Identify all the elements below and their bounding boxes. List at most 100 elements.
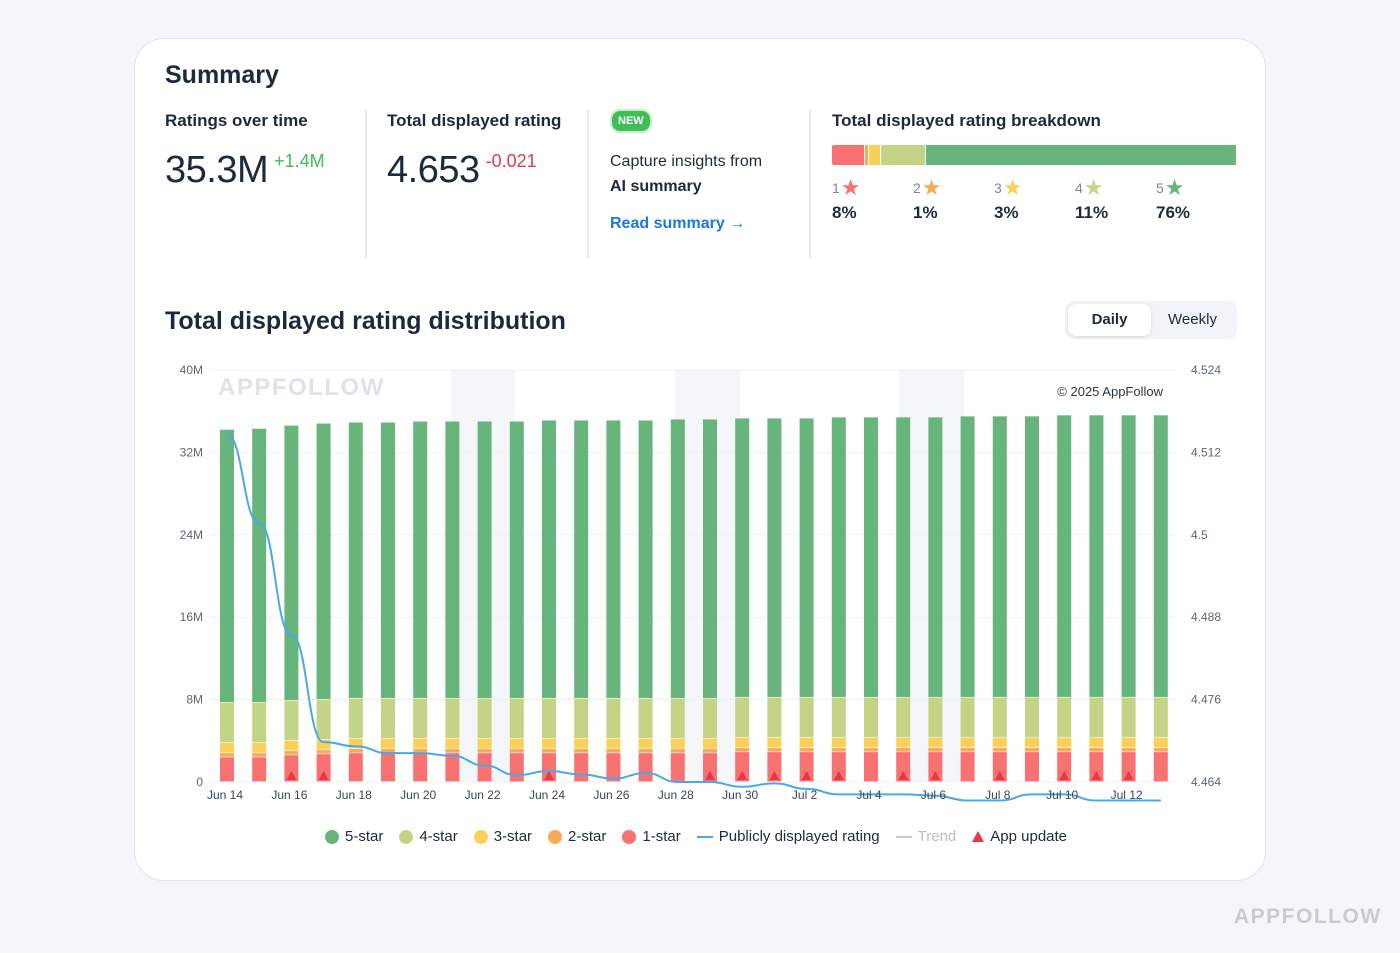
bar-1-star [348,753,363,782]
bar-5-star [638,420,653,698]
bar-2-star [509,749,524,753]
bar-1-star [1025,752,1039,782]
breakdown-segment-4-star [881,145,927,165]
app-update-marker [898,771,909,780]
bar-4-star [638,698,653,739]
bar-2-star [735,748,750,752]
app-update-marker [705,771,715,780]
star-icon: ★ [921,175,942,200]
bar-1-star [509,753,524,782]
bar-4-star [864,697,878,738]
breakdown-metric: Total displayed rating breakdown [832,111,1101,131]
bar-5-star [1153,415,1168,697]
bar-2-star [670,749,685,753]
bar-5-star [542,420,556,698]
bar-2-star [799,748,814,752]
breakdown-segment-1-star [832,145,865,165]
bar-3-star [252,742,267,753]
bar-4-star [799,697,814,738]
bar-1-star [1153,752,1168,782]
bar-2-star [381,749,395,753]
bar-4-star [670,698,685,739]
legend-item-5-star[interactable]: 5-star [325,828,383,845]
bar-1-star [960,752,975,782]
bar-5-star [1057,415,1072,697]
app-update-marker [801,771,812,780]
bar-5-star [960,416,975,697]
total-displayed-rating-value: 4.653 [387,149,480,191]
bar-5-star [992,416,1007,697]
x-axis-tick: Jun 22 [465,788,501,802]
x-axis-tick: Jun 30 [722,788,758,802]
bar-5-star [831,417,846,697]
bar-4-star [960,697,975,738]
bar-1-star [992,752,1007,782]
bar-4-star [767,697,782,738]
bar-3-star [960,737,975,748]
legend-label: 1-star [642,828,681,845]
legend-label: Trend [917,828,957,845]
y-axis-left-tick: 16M [180,610,203,624]
bar-2-star [638,749,653,753]
bar-5-star [928,417,943,697]
legend-label: 4-star [419,828,458,845]
bar-4-star [509,698,524,739]
x-axis-tick: Jun 18 [336,788,372,802]
app-update-marker [1123,771,1134,780]
legend-item-app-update[interactable]: App update [972,828,1067,845]
bar-5-star [735,418,750,697]
legend-item-2-star[interactable]: 2-star [548,828,606,845]
x-axis-tick: Jul 2 [792,788,818,802]
bar-1-star [799,752,814,782]
legend-item-3-star[interactable]: 3-star [473,828,532,845]
bar-5-star [703,419,717,698]
bar-2-star [574,749,589,753]
divider [365,109,367,259]
daily-toggle-button[interactable]: Daily [1068,304,1151,336]
bar-1-star [220,757,234,782]
star-number: 5 [1156,180,1164,196]
bar-2-star [1089,748,1104,752]
bar-2-star [1025,748,1039,752]
bar-1-star [445,753,460,782]
bar-3-star [1121,737,1136,748]
bar-1-star [638,753,653,782]
legend-item-publicly-displayed-rating[interactable]: Publicly displayed rating [696,828,880,845]
y-axis-left-tick: 8M [186,693,203,707]
publicly-displayed-rating-line [226,433,1161,802]
bar-5-star [799,418,814,697]
star-breakdown-3: 3 ★ 3% [994,177,1064,223]
legend-item-4-star[interactable]: 4-star [399,828,458,845]
bar-4-star [1153,697,1168,738]
bar-5-star [413,421,428,698]
bar-4-star [574,698,589,739]
bar-3-star [348,738,363,749]
bar-4-star [992,697,1007,738]
app-update-marker [737,771,748,780]
chart-watermark: APPFOLLOW [218,374,385,401]
legend-dot-icon [399,829,414,844]
star-percentage: 3% [994,203,1019,222]
weekly-toggle-button[interactable]: Weekly [1168,311,1217,328]
star-number: 2 [913,180,921,196]
bar-1-star [381,753,395,782]
x-axis-tick: Jul 8 [985,788,1011,802]
legend-item-1-star[interactable]: 1-star [622,828,681,845]
bar-4-star [703,698,717,739]
star-icon: ★ [1083,175,1104,200]
bar-4-star [316,699,331,740]
bar-3-star [638,738,653,749]
bar-5-star [316,423,331,699]
bar-4-star [1089,697,1104,738]
bar-3-star [1089,737,1104,748]
read-summary-link[interactable]: Read summary → [610,215,746,232]
legend-item-trend[interactable]: Trend [895,828,957,845]
bar-3-star [284,740,299,751]
breakdown-segment-3-star [868,145,882,165]
bar-1-star [703,753,717,782]
bar-2-star [703,749,717,753]
y-axis-right-tick: 4.5 [1191,528,1208,542]
bar-3-star [767,737,782,748]
bar-5-star [574,420,589,698]
ai-summary-line1: Capture insights from [610,153,763,170]
